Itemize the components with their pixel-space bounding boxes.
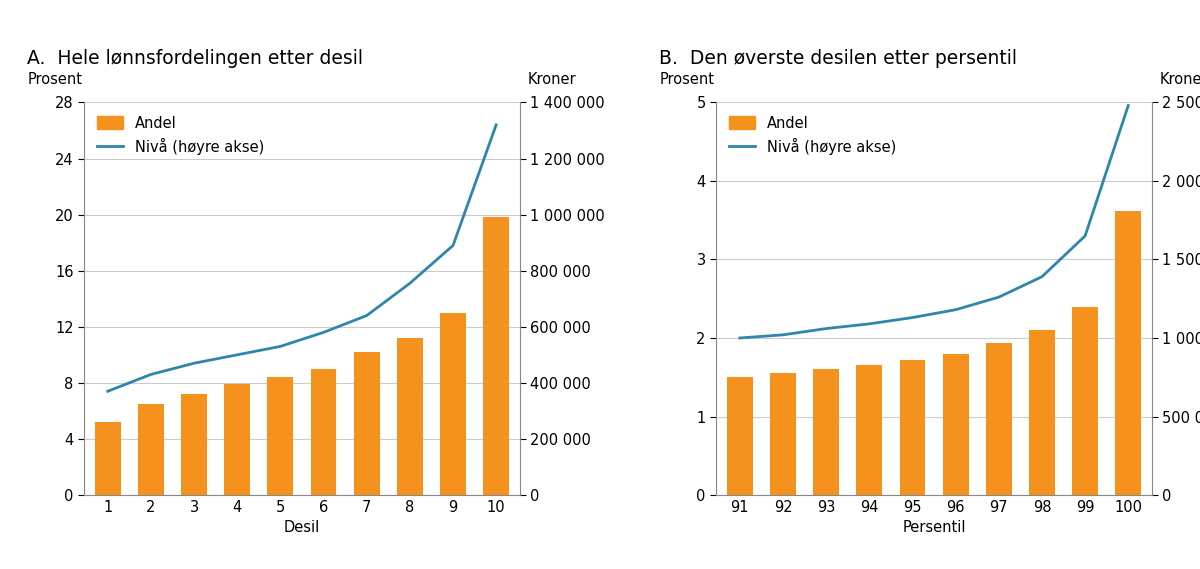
Nivå (høyre akse) xyxy=(948,306,962,313)
Text: Kroner: Kroner xyxy=(528,72,576,86)
Bar xyxy=(814,369,839,495)
Nivå (høyre akse) xyxy=(1121,102,1135,109)
Nivå (høyre akse) xyxy=(775,331,790,338)
X-axis label: Persentil: Persentil xyxy=(902,521,966,535)
Bar xyxy=(986,344,1012,495)
Bar xyxy=(484,217,509,495)
Nivå (høyre akse) xyxy=(818,325,833,332)
Nivå (høyre akse) xyxy=(360,312,374,319)
Bar xyxy=(354,352,379,495)
Bar xyxy=(943,354,968,495)
Nivå (høyre akse) xyxy=(230,352,245,358)
Nivå (høyre akse) xyxy=(317,329,331,336)
Bar xyxy=(770,373,796,495)
Line: Nivå (høyre akse): Nivå (høyre akse) xyxy=(740,106,1128,338)
Nivå (høyre akse) xyxy=(1034,273,1049,280)
Nivå (høyre akse) xyxy=(862,320,876,327)
Bar xyxy=(311,369,336,495)
Nivå (høyre akse) xyxy=(446,242,461,249)
Nivå (høyre akse) xyxy=(144,371,158,378)
Nivå (høyre akse) xyxy=(733,335,748,341)
Text: Prosent: Prosent xyxy=(660,72,714,86)
Nivå (høyre akse) xyxy=(274,343,288,350)
Legend: Andel, Nivå (høyre akse): Andel, Nivå (høyre akse) xyxy=(91,110,270,160)
Nivå (høyre akse) xyxy=(1078,233,1092,240)
Nivå (høyre akse) xyxy=(403,280,418,287)
Bar xyxy=(224,384,250,495)
Bar xyxy=(727,377,752,495)
Nivå (høyre akse) xyxy=(187,360,202,366)
Bar xyxy=(268,377,293,495)
Bar xyxy=(900,360,925,495)
Nivå (høyre akse) xyxy=(488,121,503,128)
Bar xyxy=(1028,330,1055,495)
Text: Kroner: Kroner xyxy=(1160,72,1200,86)
Text: Prosent: Prosent xyxy=(28,72,83,86)
Bar xyxy=(138,404,164,495)
Bar xyxy=(1115,211,1141,495)
Text: A.  Hele lønnsfordelingen etter desil: A. Hele lønnsfordelingen etter desil xyxy=(28,48,364,68)
Nivå (høyre akse) xyxy=(101,388,115,395)
X-axis label: Desil: Desil xyxy=(284,521,320,535)
Nivå (høyre akse) xyxy=(905,314,919,321)
Bar xyxy=(95,422,121,495)
Legend: Andel, Nivå (høyre akse): Andel, Nivå (høyre akse) xyxy=(724,110,902,160)
Nivå (høyre akse) xyxy=(991,294,1006,300)
Text: B.  Den øverste desilen etter persentil: B. Den øverste desilen etter persentil xyxy=(660,48,1018,68)
Bar xyxy=(440,313,466,495)
Bar xyxy=(857,365,882,495)
Line: Nivå (høyre akse): Nivå (høyre akse) xyxy=(108,125,496,391)
Bar xyxy=(1072,307,1098,495)
Bar xyxy=(397,338,422,495)
Bar xyxy=(181,394,208,495)
